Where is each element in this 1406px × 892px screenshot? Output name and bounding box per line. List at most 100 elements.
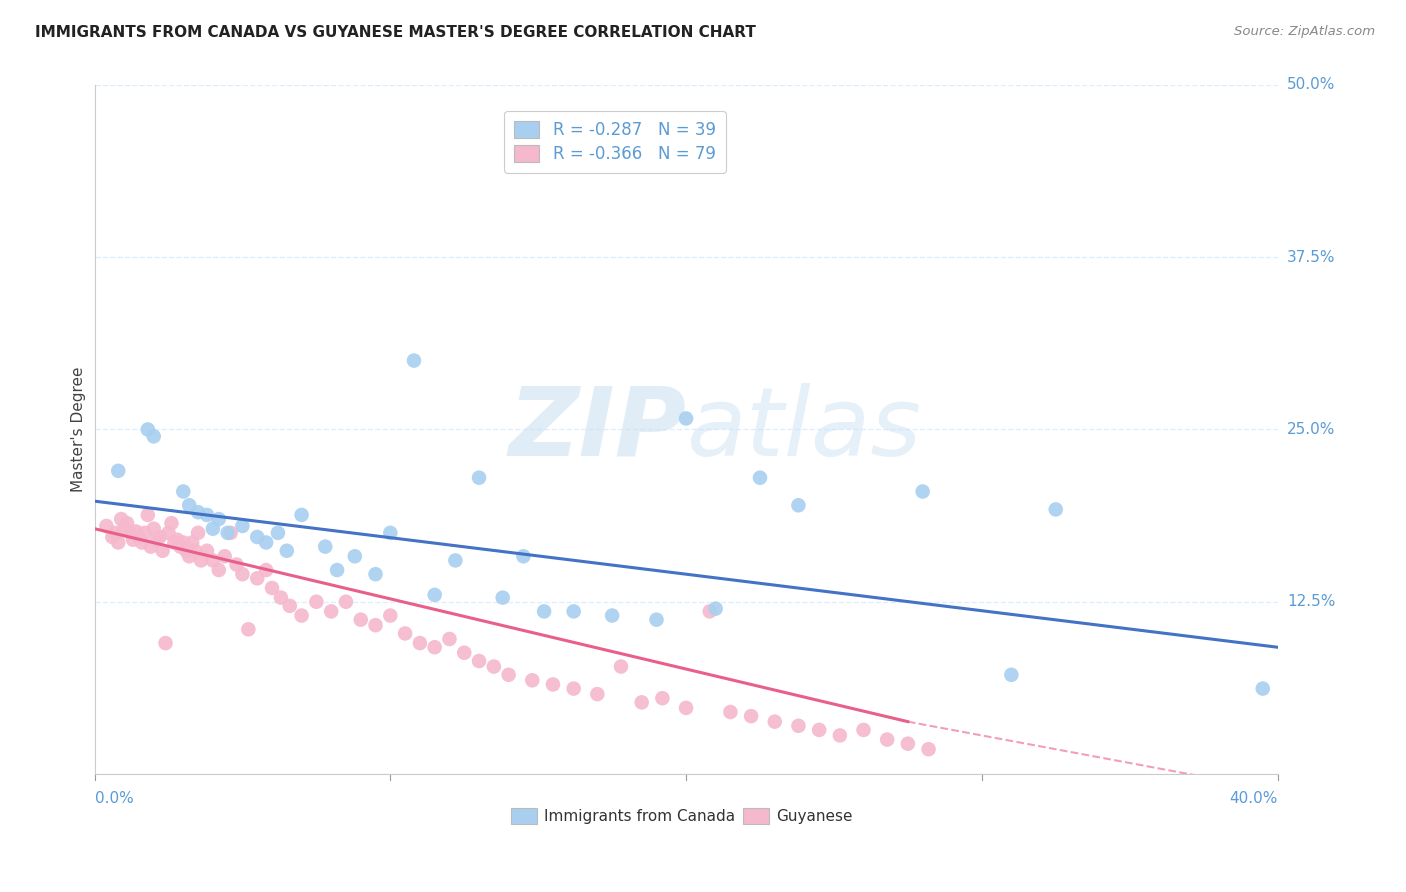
Point (179, 549, 201, 564)
Point (453, 646, 475, 660)
Point (179, 498, 201, 512)
Point (152, 543, 174, 558)
Text: 0.0%: 0.0% (94, 791, 134, 806)
Point (645, 613, 668, 627)
Point (195, 508, 218, 522)
Text: 50.0%: 50.0% (1286, 78, 1336, 93)
Point (439, 632, 461, 646)
Y-axis label: Master's Degree: Master's Degree (72, 367, 86, 492)
Text: Immigrants from Canada: Immigrants from Canada (544, 808, 735, 823)
Point (163, 535, 186, 549)
Point (1045, 502, 1067, 516)
Point (201, 553, 224, 567)
Point (195, 543, 218, 558)
Point (187, 505, 209, 519)
Point (763, 714, 786, 729)
Point (808, 723, 831, 737)
Point (402, 353, 425, 368)
Point (468, 471, 491, 485)
Point (276, 543, 298, 558)
Point (787, 498, 810, 512)
Point (149, 530, 172, 544)
Point (122, 533, 145, 547)
Point (740, 709, 762, 723)
Text: Guyanese: Guyanese (776, 808, 852, 823)
Point (136, 422, 159, 436)
Point (409, 636, 432, 650)
Point (562, 604, 585, 618)
Point (876, 732, 898, 747)
Point (208, 563, 231, 577)
Point (364, 618, 387, 632)
Point (364, 567, 387, 582)
Point (423, 640, 446, 655)
Text: 12.5%: 12.5% (1286, 594, 1336, 609)
Point (214, 549, 236, 564)
Point (190, 553, 212, 567)
Point (675, 701, 697, 715)
Point (260, 581, 283, 595)
Point (314, 540, 336, 554)
Point (498, 668, 520, 682)
Point (219, 525, 242, 540)
Point (96, 519, 118, 533)
Point (541, 677, 564, 691)
Point (321, 604, 343, 618)
Point (675, 411, 697, 425)
Point (1000, 668, 1022, 682)
Point (181, 535, 204, 549)
Point (208, 512, 231, 526)
Text: 25.0%: 25.0% (1286, 422, 1336, 437)
Point (897, 737, 920, 751)
Text: ZIP: ZIP (508, 383, 686, 476)
Point (911, 484, 934, 499)
Point (380, 525, 402, 540)
Point (125, 524, 148, 539)
Point (231, 567, 253, 582)
Point (201, 522, 224, 536)
Text: 37.5%: 37.5% (1286, 250, 1336, 265)
Point (270, 591, 292, 605)
Point (145, 533, 167, 547)
Point (115, 516, 138, 531)
Point (187, 525, 209, 540)
Point (704, 601, 727, 615)
Point (600, 608, 623, 623)
Point (305, 595, 328, 609)
Point (917, 742, 939, 756)
Point (110, 512, 132, 526)
Point (139, 540, 162, 554)
Point (217, 525, 239, 540)
Point (852, 723, 875, 737)
Point (254, 563, 277, 577)
Point (142, 522, 165, 536)
Point (562, 681, 585, 696)
Point (112, 522, 135, 536)
Point (157, 525, 180, 540)
Point (254, 535, 277, 549)
Point (278, 599, 301, 613)
Point (107, 535, 129, 549)
Point (533, 604, 555, 618)
Point (326, 563, 349, 577)
Point (246, 530, 269, 544)
Point (134, 525, 156, 540)
Point (720, 705, 742, 719)
Point (101, 530, 124, 544)
Point (394, 626, 416, 640)
Point (468, 654, 491, 668)
Point (512, 549, 534, 564)
Text: Source: ZipAtlas.com: Source: ZipAtlas.com (1234, 25, 1375, 38)
Point (522, 673, 544, 688)
Point (238, 623, 260, 637)
Point (155, 636, 177, 650)
Point (291, 508, 314, 522)
Point (586, 687, 609, 701)
Point (142, 429, 165, 443)
Point (131, 535, 153, 549)
Point (120, 525, 142, 540)
Point (172, 484, 194, 499)
Point (828, 728, 851, 742)
Point (787, 719, 810, 733)
Point (1251, 681, 1274, 696)
